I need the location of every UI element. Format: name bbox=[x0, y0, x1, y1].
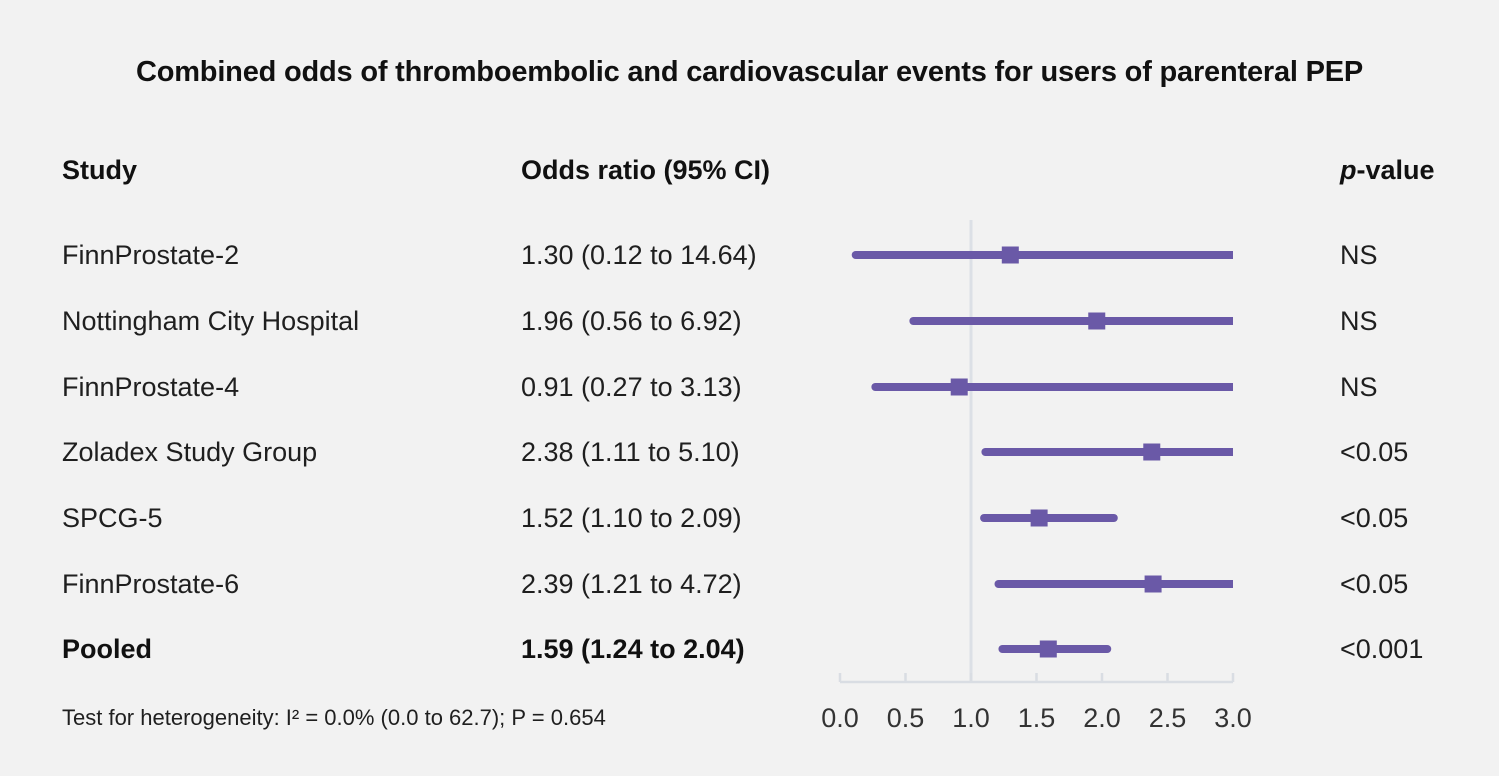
column-header-study: Study bbox=[62, 155, 138, 185]
study-name: Zoladex Study Group bbox=[62, 437, 318, 467]
odds-ratio-value: 1.52 (1.10 to 2.09) bbox=[521, 503, 742, 533]
study-name: Pooled bbox=[62, 634, 153, 664]
odds-ratio-marker bbox=[950, 378, 968, 396]
p-value: <0.05 bbox=[1340, 437, 1409, 467]
x-axis-tick-label: 2.5 bbox=[1149, 703, 1187, 733]
x-axis-tick-label: 3.0 bbox=[1214, 703, 1252, 733]
odds-ratio-value: 2.38 (1.11 to 5.10) bbox=[521, 437, 740, 467]
ci-lower-cap bbox=[998, 645, 1007, 653]
study-name: SPCG-5 bbox=[62, 503, 163, 533]
odds-ratio-marker bbox=[1001, 246, 1019, 264]
study-name: FinnProstate-2 bbox=[62, 240, 240, 270]
column-header-p-value: p-value bbox=[1340, 154, 1435, 186]
odds-ratio-value: 1.59 (1.24 to 2.04) bbox=[521, 634, 745, 664]
odds-ratio-value: 1.30 (0.12 to 14.64) bbox=[521, 240, 757, 270]
heterogeneity-footnote: Test for heterogeneity: I² = 0.0% (0.0 t… bbox=[62, 705, 606, 730]
p-value: NS bbox=[1340, 372, 1378, 402]
ci-lower-cap bbox=[980, 514, 989, 522]
ci-lower-cap bbox=[909, 317, 918, 325]
odds-ratio-value: 0.91 (0.27 to 3.13) bbox=[521, 372, 742, 402]
ci-lower-cap bbox=[871, 383, 880, 391]
p-value-header-rest: -value bbox=[1356, 155, 1435, 185]
odds-ratio-marker bbox=[1030, 509, 1048, 527]
table-row: FinnProstate-4 0.91 (0.27 to 3.13) NS bbox=[0, 370, 1499, 404]
study-name: FinnProstate-4 bbox=[62, 372, 240, 402]
table-row: FinnProstate-2 1.30 (0.12 to 14.64) NS bbox=[0, 238, 1499, 272]
ci-upper-cap bbox=[1103, 645, 1112, 653]
x-axis-tick-label: 0.0 bbox=[821, 703, 859, 733]
ci-upper-cap bbox=[1109, 514, 1118, 522]
odds-ratio-marker bbox=[1088, 312, 1106, 330]
ci-lower-cap bbox=[981, 448, 990, 456]
p-value: <0.001 bbox=[1340, 634, 1424, 664]
table-row: Nottingham City Hospital 1.96 (0.56 to 6… bbox=[0, 304, 1499, 338]
ci-lower-cap bbox=[851, 251, 860, 259]
study-name: FinnProstate-6 bbox=[62, 569, 240, 599]
table-row: FinnProstate-6 2.39 (1.21 to 4.72) <0.05 bbox=[0, 567, 1499, 601]
p-value: <0.05 bbox=[1340, 569, 1409, 599]
x-axis-tick-label: 0.5 bbox=[887, 703, 925, 733]
table-row: Zoladex Study Group 2.38 (1.11 to 5.10) … bbox=[0, 435, 1499, 469]
study-name: Nottingham City Hospital bbox=[62, 306, 360, 336]
chart-title: Combined odds of thromboembolic and card… bbox=[135, 56, 1364, 88]
table-row-pooled: Pooled 1.59 (1.24 to 2.04) <0.001 bbox=[0, 632, 1499, 666]
x-axis-tick-label: 1.5 bbox=[1018, 703, 1056, 733]
x-axis-tick-label: 2.0 bbox=[1083, 703, 1121, 733]
p-value: NS bbox=[1340, 240, 1378, 270]
odds-ratio-value: 2.39 (1.21 to 4.72) bbox=[521, 569, 742, 599]
x-axis-tick-label: 1.0 bbox=[952, 703, 990, 733]
p-value: <0.05 bbox=[1340, 503, 1409, 533]
column-header-odds-ratio: Odds ratio (95% CI) bbox=[521, 155, 771, 185]
p-value-header-italic-p: p bbox=[1340, 155, 1357, 185]
pooled-estimate-marker bbox=[1039, 640, 1057, 658]
ci-lower-cap bbox=[994, 580, 1003, 588]
odds-ratio-marker bbox=[1143, 443, 1161, 461]
table-row: SPCG-5 1.52 (1.10 to 2.09) <0.05 bbox=[0, 501, 1499, 535]
p-value: NS bbox=[1340, 306, 1378, 336]
odds-ratio-value: 1.96 (0.56 to 6.92) bbox=[521, 306, 742, 336]
odds-ratio-marker bbox=[1144, 575, 1162, 593]
